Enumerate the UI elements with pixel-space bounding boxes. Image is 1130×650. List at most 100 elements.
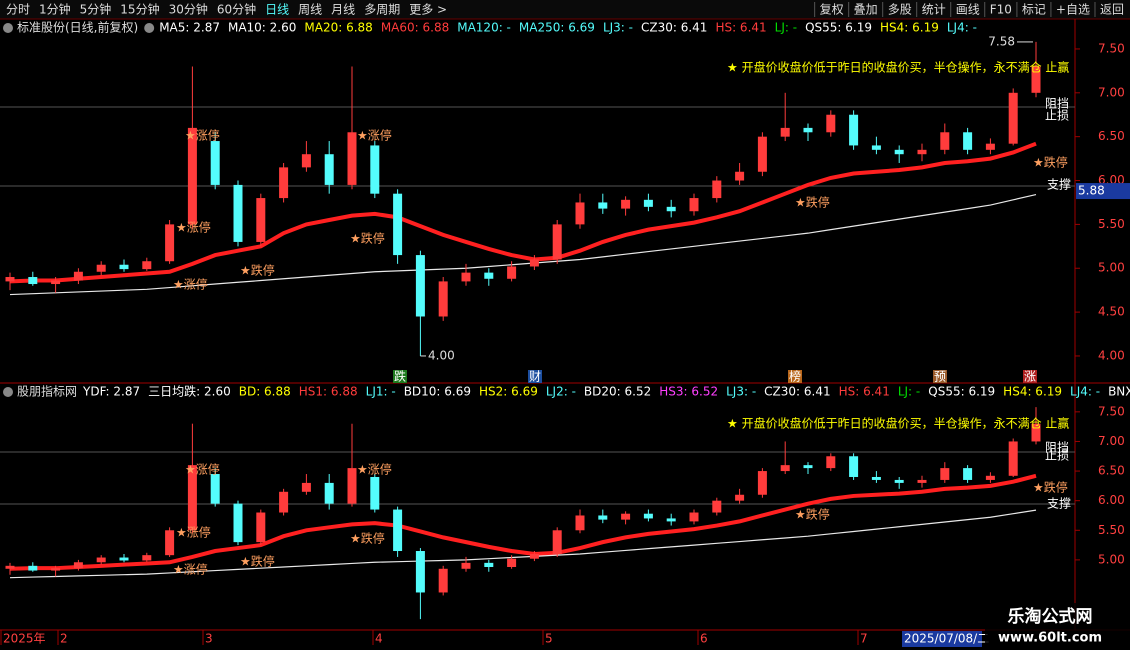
y-tick-label: 5.50 [1098, 523, 1125, 537]
candle-body [1031, 423, 1041, 442]
date-label: 6 [700, 632, 708, 646]
toolbar [0, 0, 1130, 19]
annotation: ★涨停 [357, 128, 392, 143]
annotation: ★涨停 [176, 525, 211, 540]
annotation: ★跌停 [240, 263, 275, 278]
y-tick-label: 7.50 [1098, 404, 1125, 418]
toolbar-tab[interactable]: 日线 [265, 3, 289, 17]
candle-body [438, 281, 448, 317]
indicator-value: 三日均跌: 2.60 [148, 384, 231, 399]
toolbar-button[interactable]: 复权 [820, 3, 844, 17]
candle-body [621, 513, 631, 520]
toolbar-tab[interactable]: 周线 [298, 3, 322, 17]
candle-body [1008, 441, 1018, 476]
event-marker[interactable] [528, 370, 542, 383]
candle-body [210, 474, 220, 504]
last-price-label: 5.88 [1078, 184, 1105, 198]
event-marker[interactable] [788, 370, 802, 383]
candle-body [598, 515, 608, 520]
indicator-value: LJ1: - [366, 385, 396, 399]
candle-body [507, 266, 517, 279]
candle-body [575, 515, 585, 531]
panel-title: 股朋指标网 [17, 384, 77, 399]
indicator-value: HS4: 6.19 [1003, 385, 1062, 399]
low-label: 4.00 [428, 348, 455, 362]
indicator-value: HS3: 6.52 [659, 385, 718, 399]
date-label: 2 [60, 632, 68, 646]
y-tick-label: 4.00 [1098, 348, 1125, 362]
annotation: 阻挡 [1045, 97, 1069, 111]
indicator-value: QS55: 6.19 [805, 21, 872, 35]
candle-body [917, 479, 927, 483]
y-tick-label: 5.00 [1098, 552, 1125, 566]
candle-body [28, 277, 38, 285]
candle-body [643, 199, 653, 207]
toolbar-tab[interactable]: 月线 [331, 3, 355, 17]
candle-body [233, 503, 243, 543]
toolbar-tab[interactable]: 分时 [6, 3, 30, 17]
toolbar-button[interactable]: 统计 [922, 3, 946, 17]
annotation: ★涨停 [185, 462, 220, 477]
candle-body [256, 198, 266, 242]
toolbar-button[interactable]: 画线 [956, 3, 980, 17]
y-tick-label: 6.50 [1098, 129, 1125, 143]
candle-body [187, 127, 197, 225]
moving-average-line [9, 193, 1037, 296]
moving-average-line [9, 141, 1037, 284]
event-marker[interactable] [1023, 370, 1037, 383]
annotation: ★涨停 [185, 128, 220, 143]
toolbar-button[interactable]: 返回 [1100, 3, 1124, 17]
date-label: 7 [860, 632, 868, 646]
candle-body [666, 518, 676, 522]
candle-body [324, 482, 334, 504]
candle-body [484, 562, 494, 568]
annotation: 止损 [1045, 109, 1069, 123]
annotation: ★ 开盘价收盘价低于昨日的收盘价买，半仓操作，永不满仓 止赢 [727, 416, 1069, 431]
panel-menu[interactable] [144, 23, 155, 33]
toolbar-tab[interactable]: 30分钟 [169, 2, 208, 17]
candle-body [256, 512, 266, 543]
candle-body [963, 468, 973, 480]
event-marker-label: 榜 [789, 369, 801, 384]
panel-menu[interactable] [3, 23, 13, 33]
cursor-date: 2025/07/08/二 [904, 632, 989, 646]
toolbar-tab[interactable]: 1分钟 [39, 2, 71, 17]
candle-body [598, 202, 608, 209]
toolbar-button[interactable]: F10 [990, 3, 1012, 17]
toolbar-button[interactable]: +自选 [1056, 3, 1090, 17]
toolbar-tab[interactable]: 更多 > [409, 3, 447, 17]
moving-average-line [9, 473, 1037, 571]
annotation: 支撑 [1047, 177, 1071, 192]
toolbar-tab[interactable]: 60分钟 [217, 2, 256, 17]
indicator-value: MA120: - [457, 21, 511, 35]
candle-body [940, 468, 950, 480]
candle-body [529, 553, 539, 559]
toolbar-tab[interactable]: 多周期 [364, 3, 400, 17]
candle-body [689, 512, 699, 522]
candle-body [780, 127, 790, 137]
toolbar-button[interactable]: 叠加 [854, 3, 878, 17]
indicator-value: LJ4: - [1070, 385, 1100, 399]
candle-body [279, 167, 289, 199]
indicator-value: HS: 6.41 [715, 21, 766, 35]
event-marker[interactable] [393, 370, 407, 383]
toolbar-tab[interactable]: 5分钟 [80, 2, 112, 17]
candle-body [324, 154, 334, 185]
candle-body [552, 224, 562, 260]
candle-body [1008, 92, 1018, 144]
candle-body [940, 132, 950, 150]
toolbar-button[interactable]: 标记 [1022, 3, 1046, 17]
candle-body [484, 272, 494, 279]
annotation: ★涨停 [357, 462, 392, 477]
event-marker[interactable] [933, 370, 947, 383]
panel-menu[interactable] [3, 387, 13, 397]
toolbar-tab[interactable]: 15分钟 [120, 2, 159, 17]
annotation: ★跌停 [1033, 480, 1068, 495]
indicator-value: HS1: 6.88 [299, 385, 358, 399]
toolbar-button[interactable]: 多股 [888, 3, 912, 17]
indicator-value: BNX: 5.81 [1108, 385, 1130, 399]
indicator-value: QS55: 6.19 [928, 385, 995, 399]
indicator-value: HS2: 6.69 [479, 385, 538, 399]
